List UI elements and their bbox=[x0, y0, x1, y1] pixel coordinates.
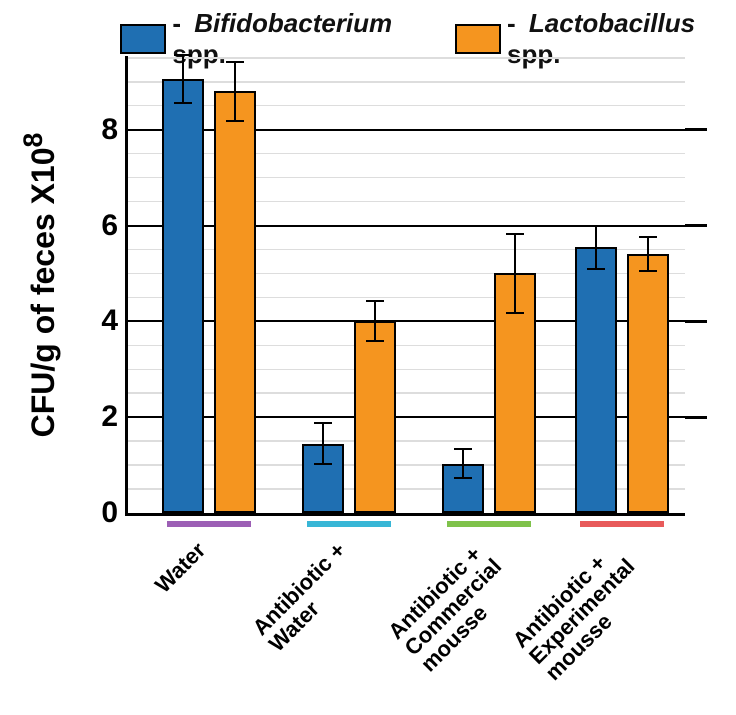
errbar-cap bbox=[366, 340, 384, 342]
plot-area: 02468 bbox=[125, 56, 685, 516]
errbar-cap bbox=[639, 236, 657, 238]
tick-ext bbox=[685, 416, 707, 419]
y-tick-label: 0 bbox=[101, 496, 118, 530]
errbar-cap bbox=[506, 312, 524, 314]
x-label-water: Water bbox=[151, 538, 210, 597]
legend-swatch-bifido bbox=[120, 24, 166, 54]
errbar-cap bbox=[366, 300, 384, 302]
bar-water-lacto bbox=[214, 91, 256, 513]
errbar-cap bbox=[174, 102, 192, 104]
errbar-stem bbox=[462, 449, 464, 478]
errbar-stem bbox=[322, 423, 324, 463]
errbar-stem bbox=[514, 234, 516, 313]
grid-major bbox=[128, 129, 685, 131]
grid-minor bbox=[128, 105, 685, 107]
y-tick-label: 6 bbox=[101, 209, 118, 243]
y-tick-label: 4 bbox=[101, 304, 118, 338]
chart-root: - Bifidobacterium spp.- Lactobacillus sp… bbox=[0, 0, 736, 715]
group-underline-ab_exp bbox=[580, 521, 664, 527]
errbar-cap bbox=[454, 477, 472, 479]
errbar-cap bbox=[639, 270, 657, 272]
errbar-stem bbox=[182, 55, 184, 103]
group-underline-ab_comm bbox=[447, 521, 531, 527]
tick-ext bbox=[685, 224, 707, 227]
x-label-ab_comm: Antibiotic +Commercialmousse bbox=[384, 538, 522, 676]
x-label-ab_exp: Antibiotic +Experimentalmousse bbox=[508, 538, 655, 685]
y-tick-label: 8 bbox=[101, 113, 118, 147]
errbar-stem bbox=[647, 238, 649, 272]
legend-swatch-lacto bbox=[455, 24, 501, 54]
bar-water-bifido bbox=[162, 79, 204, 513]
errbar-cap bbox=[226, 120, 244, 122]
grid-minor bbox=[128, 201, 685, 203]
errbar-cap bbox=[174, 54, 192, 56]
errbar-stem bbox=[234, 62, 236, 121]
y-axis-title: CFU/g of feces X108 bbox=[18, 133, 62, 438]
grid-minor bbox=[128, 177, 685, 179]
grid-minor bbox=[128, 81, 685, 83]
bar-ab_exp-lacto bbox=[627, 254, 669, 513]
errbar-cap bbox=[506, 233, 524, 235]
x-label-ab_water: Antibiotic +Water bbox=[248, 538, 366, 656]
bar-ab_exp-bifido bbox=[575, 247, 617, 513]
errbar-stem bbox=[374, 301, 376, 341]
y-tick-label: 2 bbox=[101, 400, 118, 434]
bar-ab_water-lacto bbox=[354, 321, 396, 513]
errbar-stem bbox=[595, 226, 597, 269]
errbar-cap bbox=[454, 448, 472, 450]
group-underline-ab_water bbox=[307, 521, 391, 527]
errbar-cap bbox=[587, 268, 605, 270]
tick-ext bbox=[685, 128, 707, 131]
errbar-cap bbox=[314, 422, 332, 424]
group-underline-water bbox=[167, 521, 251, 527]
errbar-cap bbox=[314, 463, 332, 465]
errbar-cap bbox=[587, 225, 605, 227]
grid-minor bbox=[128, 153, 685, 155]
errbar-cap bbox=[226, 61, 244, 63]
tick-ext bbox=[685, 320, 707, 323]
grid-minor bbox=[128, 57, 685, 59]
